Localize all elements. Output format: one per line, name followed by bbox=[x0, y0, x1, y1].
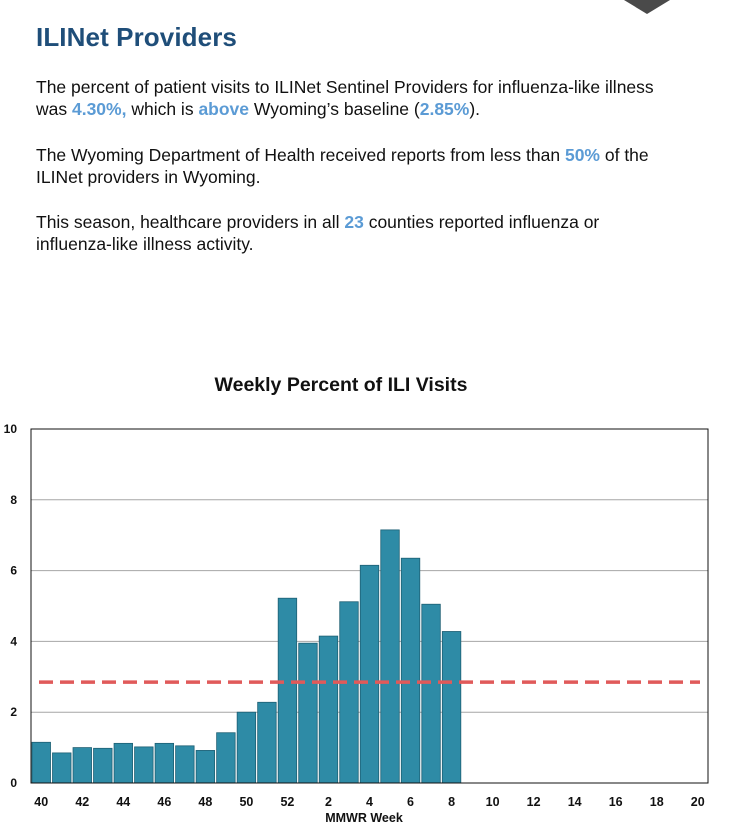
x-tick-label: 10 bbox=[486, 795, 500, 809]
bar-week-42 bbox=[72, 747, 92, 784]
corner-tab-decoration bbox=[624, 0, 670, 14]
bar-week-44 bbox=[113, 742, 133, 784]
y-tick-label: 6 bbox=[10, 564, 17, 578]
bar-week-8 bbox=[441, 631, 462, 784]
x-tick-label: 46 bbox=[157, 795, 171, 809]
bar-week-50 bbox=[236, 711, 257, 784]
p3-text-b: counties reported influenza or influenza… bbox=[36, 212, 600, 254]
x-tick-label: 42 bbox=[75, 795, 89, 809]
chart-bars bbox=[31, 529, 462, 784]
bar-week-41 bbox=[52, 752, 72, 784]
bar-week-45 bbox=[134, 746, 154, 784]
reporting-paragraph: The Wyoming Department of Health receive… bbox=[36, 144, 676, 188]
y-tick-label: 2 bbox=[10, 705, 17, 719]
x-tick-label: 6 bbox=[407, 795, 414, 809]
bar-week-47 bbox=[175, 745, 195, 784]
x-tick-label: 18 bbox=[650, 795, 664, 809]
bar-week-52 bbox=[277, 597, 298, 784]
bar-week-5 bbox=[380, 529, 400, 784]
bar-week-7 bbox=[421, 603, 441, 784]
bar-week-46 bbox=[154, 742, 175, 784]
x-axis-label: MMWR Week bbox=[325, 811, 403, 825]
x-tick-label: 48 bbox=[198, 795, 212, 809]
x-tick-label: 4 bbox=[366, 795, 373, 809]
above-baseline-label: above bbox=[198, 99, 250, 119]
x-tick-label: 50 bbox=[239, 795, 253, 809]
bar-week-49 bbox=[216, 732, 236, 784]
x-tick-label: 20 bbox=[691, 795, 705, 809]
y-tick-label: 0 bbox=[10, 776, 17, 790]
chart-title: Weekly Percent of ILI Visits bbox=[215, 374, 468, 396]
county-count-value: 23 bbox=[344, 212, 364, 232]
p3-text-a: This season, healthcare providers in all bbox=[36, 212, 345, 232]
x-tick-label: 52 bbox=[280, 795, 294, 809]
bar-week-4 bbox=[359, 564, 380, 784]
plot-frame bbox=[30, 428, 709, 784]
bar-week-40 bbox=[31, 741, 51, 784]
y-tick-label: 4 bbox=[10, 634, 17, 648]
x-tick-label: 8 bbox=[448, 795, 455, 809]
bar-week-48 bbox=[195, 750, 216, 784]
ili-percent-value: 4.30%, bbox=[71, 99, 127, 119]
bar-week-1 bbox=[298, 642, 318, 784]
x-tick-label: 44 bbox=[116, 795, 130, 809]
counties-paragraph: This season, healthcare providers in all… bbox=[36, 211, 676, 255]
x-tick-label: 12 bbox=[527, 795, 541, 809]
x-axis-ticks: 40 42 44 46 48 50 52 2 4 6 8 10 12 14 16 18 20 bbox=[34, 795, 704, 809]
baseline-value: 2.85% bbox=[419, 99, 470, 119]
y-tick-label: 10 bbox=[4, 422, 18, 436]
p1-text-d: ). bbox=[469, 99, 481, 119]
bar-week-6 bbox=[400, 557, 421, 784]
bar-week-3 bbox=[339, 601, 359, 784]
bar-week-43 bbox=[93, 747, 113, 784]
y-tick-label: 8 bbox=[10, 493, 17, 507]
p2-text-a: The Wyoming Department of Health receive… bbox=[36, 145, 565, 165]
p1-text-a: The percent of patient visits to ILINet … bbox=[36, 77, 654, 119]
bar-week-51 bbox=[257, 701, 277, 784]
p2-text-b: of the ILINet providers in Wyoming. bbox=[36, 145, 649, 187]
ili-summary-paragraph: The percent of patient visits to ILINet … bbox=[36, 76, 676, 120]
p1-text-c: Wyoming’s baseline ( bbox=[249, 99, 420, 119]
x-tick-label: 16 bbox=[609, 795, 623, 809]
y-axis-ticks: 0 2 4 6 8 10 bbox=[4, 422, 18, 790]
page-title: ILINet Providers bbox=[36, 22, 237, 52]
x-tick-label: 2 bbox=[325, 795, 332, 809]
p1-text-b: which is bbox=[126, 99, 199, 119]
x-tick-label: 40 bbox=[34, 795, 48, 809]
x-tick-label: 14 bbox=[568, 795, 582, 809]
bar-week-2 bbox=[318, 635, 339, 784]
reporting-percent-value: 50% bbox=[564, 145, 600, 165]
